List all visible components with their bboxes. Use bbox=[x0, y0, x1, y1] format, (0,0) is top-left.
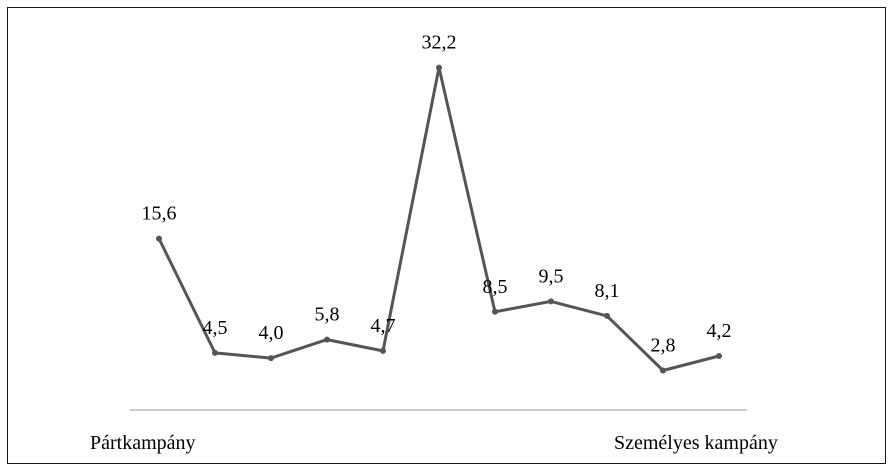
series-line bbox=[157, 66, 720, 372]
data-label: 32,2 bbox=[422, 32, 457, 54]
data-label: 8,5 bbox=[483, 276, 508, 298]
data-point bbox=[380, 347, 386, 354]
data-label: 4,7 bbox=[371, 315, 396, 337]
data-point bbox=[156, 235, 162, 242]
data-label: 4,5 bbox=[203, 317, 228, 339]
data-point bbox=[604, 312, 610, 319]
data-point bbox=[324, 336, 330, 343]
data-point bbox=[268, 355, 274, 362]
data-label: 4,2 bbox=[707, 320, 732, 342]
data-label: 2,8 bbox=[651, 335, 676, 357]
x-axis-label-right: Személyes kampány bbox=[614, 432, 778, 454]
data-point bbox=[548, 298, 554, 305]
data-label: 4,0 bbox=[259, 322, 284, 344]
data-point bbox=[716, 353, 722, 359]
series-layer bbox=[156, 64, 722, 374]
data-label: 9,5 bbox=[539, 265, 564, 287]
data-point bbox=[660, 367, 666, 374]
x-axis-label-left: Pártkampány bbox=[90, 432, 196, 454]
data-point bbox=[492, 308, 498, 315]
data-label: 15,6 bbox=[142, 203, 177, 225]
chart-frame bbox=[7, 7, 886, 464]
data-label: 5,8 bbox=[315, 304, 340, 326]
data-label: 8,1 bbox=[595, 280, 620, 302]
data-labels-layer: 15,6 4,5 4,0 5,8 4,7 32,2 8,5 9,5 8,1 2,8 4,2 bbox=[142, 32, 732, 357]
data-point bbox=[212, 349, 218, 356]
data-point bbox=[436, 64, 442, 71]
